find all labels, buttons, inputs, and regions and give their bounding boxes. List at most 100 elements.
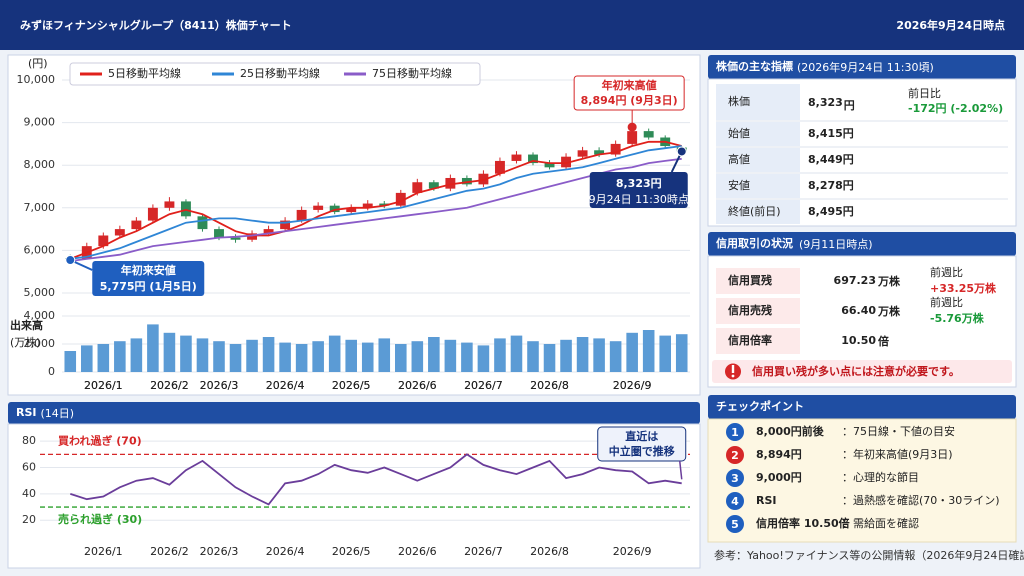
rsi-callout-text: 中立圏で推移 <box>609 444 675 458</box>
change-label: 前週比 <box>930 265 963 279</box>
row-label: 信用買残 <box>728 273 772 287</box>
price-label: 株価 <box>728 94 750 108</box>
x-tick-label: 2026/5 <box>332 379 371 392</box>
volume-bar <box>147 324 159 372</box>
indicators-subtitle: (2026年9月24日 11:30頃) <box>797 60 934 74</box>
item-label: 8,894円 <box>756 448 802 461</box>
candle-body <box>280 220 291 230</box>
x-tick-label: 2026/3 <box>200 545 239 558</box>
y-tick-label: 8,000 <box>24 158 56 171</box>
low-callout <box>92 261 205 296</box>
high-title: 年初来高値 <box>602 78 657 92</box>
volume-bar <box>560 339 572 372</box>
volume-unit: (万株) <box>10 335 41 349</box>
item-text: ：75日線・下値の目安 <box>842 424 955 438</box>
candle-body <box>478 173 489 185</box>
warning-box <box>712 360 1012 383</box>
y-tick-label: 40 <box>22 487 36 500</box>
row-value: 10.50 <box>841 334 876 347</box>
candle-body <box>395 192 406 206</box>
row-value: 8,449円 <box>808 153 854 166</box>
item-number: 3 <box>731 472 739 485</box>
rsi-pointer <box>678 460 683 480</box>
change-label: 前日比 <box>908 86 941 100</box>
row-label: 信用倍率 <box>728 333 772 347</box>
x-tick-label: 2026/9 <box>613 379 652 392</box>
volume-bar <box>163 332 176 372</box>
volume-bar <box>494 338 506 372</box>
last-label: 8,323円 <box>616 177 662 190</box>
item-text: ：心理的な節目 <box>842 470 919 484</box>
row-value: 66.40 <box>841 304 876 317</box>
legend-box <box>69 62 481 86</box>
y-tick-label: 6,000 <box>24 243 56 256</box>
volume-bar <box>626 332 638 372</box>
label-cell <box>716 174 800 198</box>
last-callout <box>589 172 688 208</box>
item-text: ：過熱感を確認(70・30ライン) <box>842 493 1000 507</box>
volume-bar <box>295 344 308 372</box>
volume-bar <box>609 341 622 372</box>
x-tick-label: 2026/1 <box>84 379 123 392</box>
item-number: 1 <box>731 426 739 439</box>
label-cell <box>716 328 800 354</box>
high-marker <box>627 122 637 132</box>
footer: 参考：Yahoo!ファイナンス等の公開情報（2026年9月24日確認） <box>714 548 1024 562</box>
candle-body <box>412 182 423 193</box>
item-number: 4 <box>731 495 739 508</box>
candle-body <box>362 203 373 208</box>
candle-body <box>610 143 621 155</box>
candle-body <box>197 216 208 230</box>
volume-bar <box>114 341 126 372</box>
page-date: 2026年9月24日時点 <box>896 18 1005 32</box>
y-tick-label: 80 <box>22 434 36 447</box>
x-tick-label: 2026/9 <box>613 379 652 392</box>
x-tick-label: 2026/3 <box>200 379 239 392</box>
candle-body <box>329 205 340 213</box>
volume-bar <box>527 341 539 372</box>
change-label: 前週比 <box>930 295 963 309</box>
x-tick-label: 2026/4 <box>266 379 305 392</box>
volume-bar <box>593 338 605 372</box>
row-label: 始値 <box>728 126 750 140</box>
price-unit: 円 <box>844 99 855 112</box>
low-title: 年初来安値 <box>121 263 176 277</box>
label-cell <box>716 122 800 146</box>
item-badge <box>726 469 744 487</box>
warning-icon-bar <box>731 365 735 373</box>
volume-bar <box>229 344 242 372</box>
row-value: 697.23 <box>834 274 876 287</box>
candle-body <box>263 229 274 234</box>
rsi-title: RSI <box>16 406 37 419</box>
x-tick-label: 2026/7 <box>464 379 503 392</box>
item-label: 8,000円前後 <box>756 424 825 438</box>
volume-bar <box>461 342 473 372</box>
volume-bar <box>444 339 457 372</box>
volume-bar <box>411 341 424 372</box>
volume-bar <box>312 341 324 372</box>
checkpoints-header <box>708 395 1016 419</box>
moving-average-line <box>70 145 682 260</box>
y-tick-label: 2,000 <box>24 337 56 350</box>
rsi-subtitle: (14日) <box>41 407 75 420</box>
volume-bar <box>97 344 110 372</box>
x-tick-label: 2026/4 <box>266 379 305 392</box>
row-value: 8,278円 <box>808 179 854 192</box>
candle-body <box>494 160 505 174</box>
y-tick-label: 0 <box>48 365 55 378</box>
legend-label: 5日移動平均線 <box>108 66 181 80</box>
row-unit: 万株 <box>877 304 901 318</box>
volume-bar <box>180 335 192 372</box>
rsi-header <box>8 402 700 424</box>
volume-bar <box>361 342 374 372</box>
label-cell <box>716 298 800 324</box>
indicators-title: 株価の主な指標 <box>716 59 793 73</box>
volume-bar <box>196 338 209 372</box>
candle-body <box>247 233 258 240</box>
item-badge <box>726 515 744 533</box>
candle-body <box>594 150 605 155</box>
candle-body <box>561 156 572 168</box>
volume-bar <box>543 344 556 372</box>
